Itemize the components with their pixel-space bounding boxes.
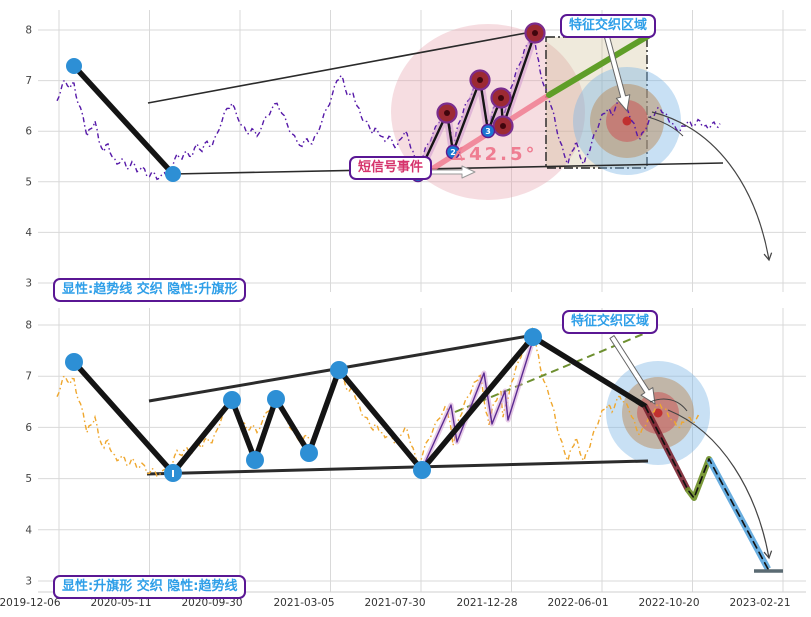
main-drop-segment: [71, 63, 176, 177]
feature-pointer-arrow: [604, 35, 631, 112]
numbered-marker-2-label: 2: [450, 148, 456, 157]
x-tick-label: 2019-12-06: [0, 597, 61, 609]
pivot-dot: [330, 361, 348, 379]
x-tick-label: 2020-09-30: [181, 597, 242, 609]
pivot-dot: [524, 328, 542, 346]
pivot-dot: [246, 451, 264, 469]
bullseye-center-dot: [622, 116, 632, 126]
numbered-marker-2: [445, 144, 461, 160]
upper-trendline: [147, 30, 538, 104]
projection-curve-arrow: [651, 111, 773, 262]
angle-annotation: ∡42.5°: [450, 144, 538, 165]
pivot-dot: [66, 58, 82, 74]
angle-ray-green: [546, 33, 651, 98]
price-series-purple: [56, 31, 721, 181]
y-tick-label: 3: [25, 278, 32, 290]
peak-marker-red-inner: [498, 95, 504, 101]
x-tick-label: 2021-12-28: [456, 597, 517, 609]
y-tick-label: 8: [25, 320, 32, 332]
y-tick-label: 7: [25, 75, 32, 87]
lower-trendline: [172, 162, 724, 175]
hidden-zigzag: [422, 339, 534, 468]
bullseye-center-dot: [653, 408, 663, 418]
peak-marker-red-inner: [500, 123, 506, 129]
pivot-dot: [65, 353, 83, 371]
y-tick-label: 3: [25, 576, 32, 588]
projection-curve-arrow: [667, 409, 773, 560]
y-tick-label: 5: [25, 473, 32, 485]
short-signal-label: 短信号事件: [349, 156, 433, 180]
x-tick-label: 2021-03-05: [273, 597, 334, 609]
x-tick-label: 2020-05-11: [90, 597, 151, 609]
pivot-dot: [267, 390, 285, 408]
y-tick-label: 6: [25, 126, 32, 138]
y-tick-label: 4: [25, 524, 32, 536]
numbered-marker-3: [480, 123, 496, 139]
pivot-dot: [300, 444, 318, 462]
pivot-dot: [165, 166, 181, 182]
peak-marker-red-inner: [444, 110, 450, 116]
y-tick-label: 8: [25, 25, 32, 37]
x-tick-label: 2022-10-20: [638, 597, 699, 609]
feature-zone-label-top: 特征交织区域: [560, 14, 657, 38]
y-tick-label: 5: [25, 176, 32, 188]
x-tick-label: 2021-07-30: [364, 597, 425, 609]
legend-box-top: 显性:趋势线 交织 隐性:升旗形: [53, 278, 247, 302]
feature-pointer-arrow: [609, 335, 656, 405]
price-series-orange: [56, 326, 701, 477]
y-tick-label: 6: [25, 422, 32, 434]
projection-flourish: [647, 116, 684, 137]
feature-zone-label-bottom: 特征交织区域: [562, 310, 659, 334]
projection-flourish: [649, 398, 688, 412]
x-tick-label: 2023-02-21: [729, 597, 790, 609]
y-tick-label: 4: [25, 227, 32, 239]
y-tick-label: 7: [25, 371, 32, 383]
flag-zigzag-main: [71, 334, 648, 476]
legend-box-bottom: 显性:升旗形 交织 隐性:趋势线: [53, 575, 247, 599]
numbered-marker-3-label: 3: [485, 127, 491, 136]
pivot-dot: [413, 461, 431, 479]
peak-marker-red-inner: [532, 30, 538, 36]
lower-trendline: [146, 459, 649, 476]
pivot-dot: [223, 391, 241, 409]
forecast-dash-overlay: [644, 405, 769, 570]
x-tick-label: 2022-06-01: [547, 597, 608, 609]
peak-marker-red-inner: [477, 77, 483, 83]
